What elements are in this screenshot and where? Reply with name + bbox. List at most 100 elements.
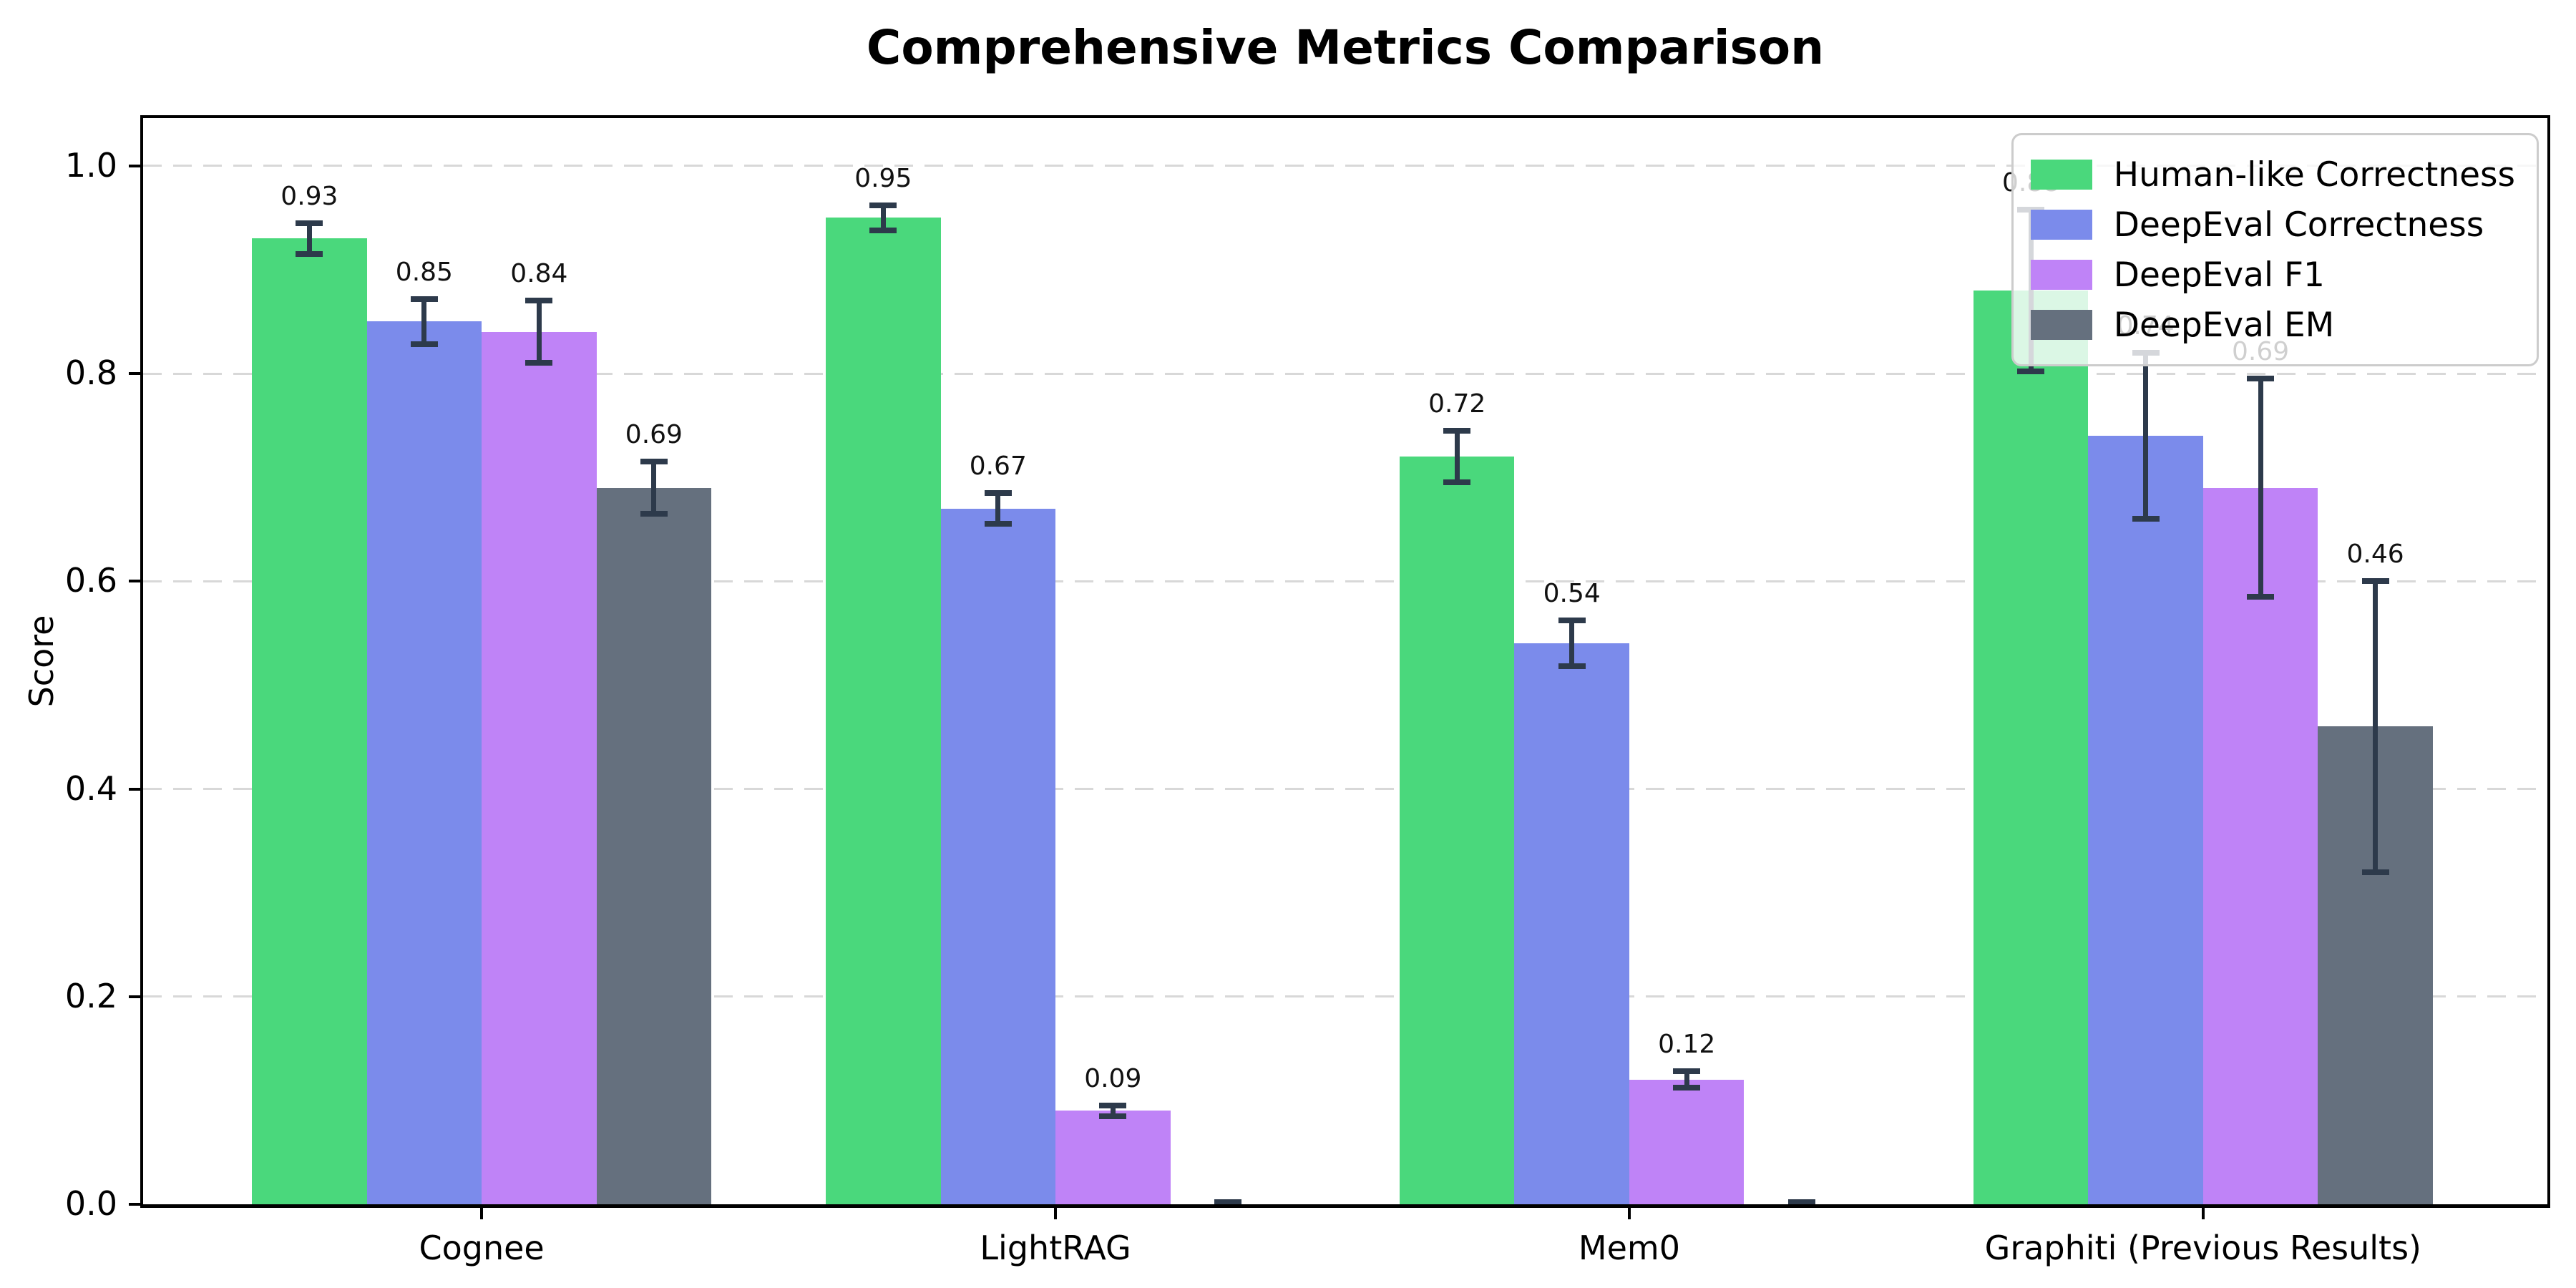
gridline-1.0	[143, 165, 2547, 167]
y-tick-label-0.0: 0.0	[64, 1184, 117, 1223]
left-spine	[140, 115, 143, 1207]
bar-value-label: 0.46	[2346, 540, 2404, 570]
gridline-0.8	[143, 372, 2547, 375]
error-bar-line	[651, 462, 657, 514]
error-bar-cap	[1443, 479, 1471, 486]
legend-label: DeepEval F1	[2113, 255, 2325, 295]
error-bar-cap	[2247, 594, 2275, 600]
y-tick-0.4	[129, 787, 140, 791]
bar-value-label: 0.93	[280, 181, 338, 211]
y-tick-label-0.2: 0.2	[64, 976, 117, 1015]
bar-2-3	[2202, 487, 2318, 1204]
bar-0-3	[1973, 290, 2089, 1204]
gridline-0.6	[143, 580, 2547, 582]
error-bar-cap	[1214, 1199, 1241, 1204]
bar-value-label: 0.72	[1428, 389, 1486, 419]
bar-2-1	[1055, 1111, 1171, 1204]
error-bar-cap	[1673, 1085, 1701, 1091]
error-bar-line	[2258, 379, 2263, 597]
y-tick-label-0.6: 0.6	[64, 561, 117, 600]
error-bar-line	[1569, 620, 1575, 667]
error-bar-line	[1684, 1071, 1689, 1088]
bottom-spine	[140, 1204, 2550, 1208]
bar-1-3	[2088, 436, 2203, 1204]
bar-3-0	[596, 487, 712, 1204]
legend-item-0: Human-like Correctness	[2030, 150, 2515, 200]
bar-value-label: 0.69	[625, 420, 683, 450]
error-bar-cap	[640, 459, 668, 465]
y-tick-0.2	[129, 995, 140, 998]
y-axis-label: Score	[22, 615, 61, 708]
bar-value-label: 0.12	[1658, 1030, 1716, 1060]
y-tick-label-1.0: 1.0	[64, 145, 117, 185]
bar-value-label: 0.85	[395, 257, 453, 287]
bar-value-label: 0.84	[510, 259, 568, 289]
legend-swatch	[2030, 260, 2092, 290]
error-bar-line	[2143, 352, 2149, 519]
error-bar-cap	[1099, 1113, 1127, 1119]
legend-item-3: DeepEval EM	[2030, 300, 2515, 350]
error-bar-cap	[1443, 427, 1471, 434]
y-tick-0.6	[129, 580, 140, 583]
legend-swatch	[2030, 310, 2092, 340]
gridline-0.4	[143, 788, 2547, 790]
y-tick-1.0	[129, 164, 140, 167]
error-bar-cap	[410, 341, 438, 348]
error-bar-cap	[2132, 516, 2160, 522]
bar-1-1	[940, 508, 1056, 1204]
bar-0-0	[252, 238, 367, 1204]
error-bar-line	[306, 223, 312, 255]
bar-0-2	[1399, 457, 1515, 1204]
bar-value-label: 0.54	[1543, 579, 1601, 609]
gridline-0.2	[143, 995, 2547, 998]
y-tick-label-0.4: 0.4	[64, 769, 117, 808]
x-tick-1	[1054, 1208, 1058, 1219]
legend-label: Human-like Correctness	[2113, 155, 2515, 195]
error-bar-cap	[1787, 1199, 1815, 1204]
top-spine	[140, 115, 2550, 118]
error-bar-cap	[2017, 369, 2045, 375]
y-tick-0.0	[129, 1203, 140, 1206]
error-bar-cap	[869, 202, 897, 208]
error-bar-cap	[869, 227, 897, 233]
error-bar-line	[2373, 581, 2379, 872]
x-tick-label-1: LightRAG	[980, 1229, 1131, 1267]
error-bar-line	[880, 205, 886, 230]
right-spine	[2547, 115, 2550, 1207]
chart-title: Comprehensive Metrics Comparison	[866, 20, 1825, 75]
bar-0-1	[826, 218, 941, 1204]
legend-item-1: DeepEval Correctness	[2030, 200, 2515, 250]
legend-swatch	[2030, 160, 2092, 190]
error-bar-cap	[525, 298, 553, 304]
x-tick-0	[480, 1208, 484, 1219]
bar-2-0	[482, 331, 597, 1204]
legend-label: DeepEval EM	[2113, 305, 2335, 345]
error-bar-cap	[1558, 618, 1586, 624]
error-bar-cap	[2361, 578, 2389, 585]
legend-swatch	[2030, 210, 2092, 240]
error-bar-cap	[640, 510, 668, 517]
legend-item-2: DeepEval F1	[2030, 250, 2515, 300]
x-tick-label-0: Cognee	[419, 1229, 545, 1267]
bar-value-label: 0.09	[1084, 1064, 1142, 1094]
error-bar-line	[421, 298, 427, 345]
error-bar-cap	[410, 296, 438, 302]
error-bar-cap	[1673, 1068, 1701, 1075]
legend-label: DeepEval Correctness	[2113, 205, 2484, 245]
y-tick-label-0.8: 0.8	[64, 353, 117, 392]
error-bar-cap	[984, 521, 1012, 527]
error-bar-cap	[296, 220, 323, 226]
error-bar-cap	[296, 251, 323, 258]
bar-1-0	[366, 321, 482, 1204]
x-tick-3	[2201, 1208, 2205, 1219]
x-tick-2	[1627, 1208, 1631, 1219]
bar-1-2	[1514, 643, 1629, 1204]
error-bar-cap	[2247, 376, 2275, 382]
error-bar-cap	[2361, 869, 2389, 875]
error-bar-line	[1454, 430, 1460, 483]
error-bar-cap	[1558, 663, 1586, 670]
legend: Human-like Correctness DeepEval Correctne…	[2011, 133, 2539, 366]
bar-value-label: 0.67	[969, 451, 1027, 481]
x-tick-label-2: Mem0	[1578, 1229, 1680, 1267]
